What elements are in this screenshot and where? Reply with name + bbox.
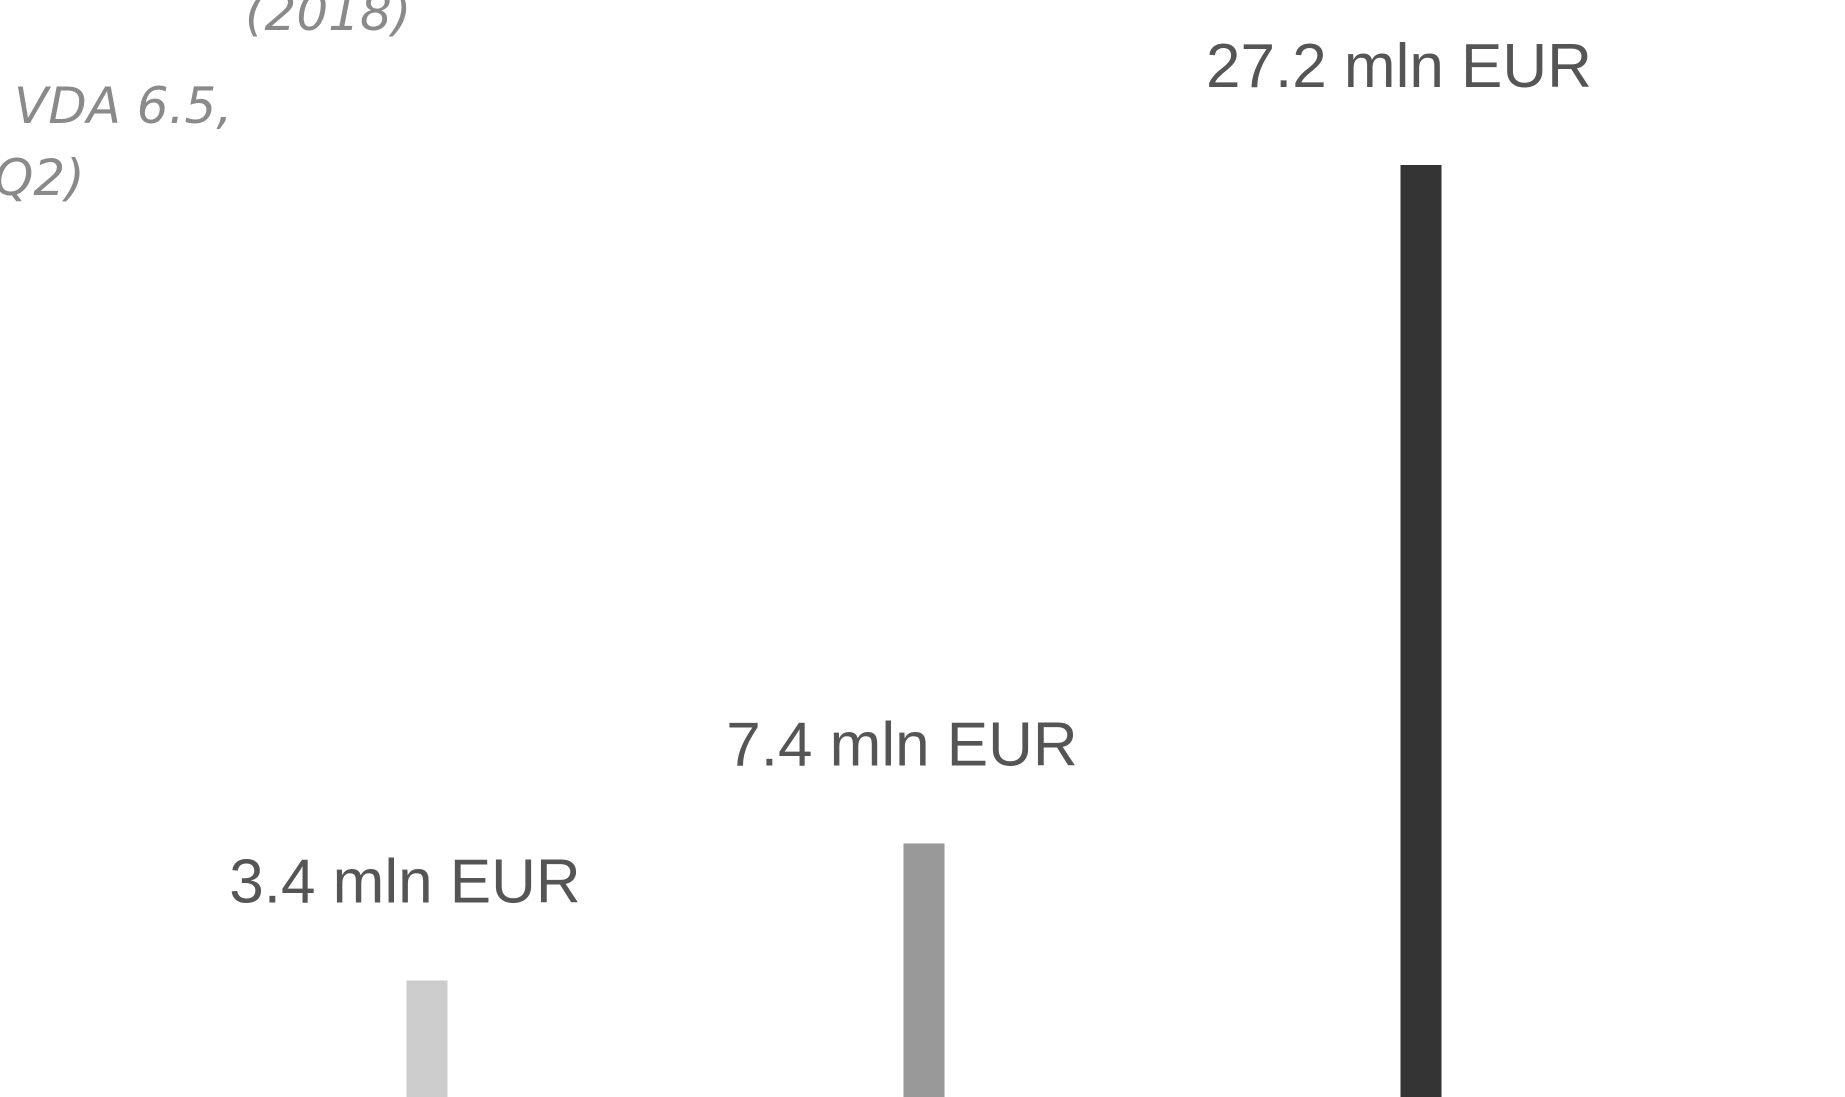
bars-layer: [406, 165, 1442, 1097]
data-label-2: 7.4 mln EUR: [726, 710, 1077, 779]
note-q2: Q2): [0, 149, 85, 207]
note-vda: VDA 6.5,: [14, 77, 232, 135]
bar-3: [1400, 165, 1442, 1097]
data-labels-layer: 3.4 mln EUR 7.4 mln EUR 27.2 mln EUR: [229, 32, 1592, 917]
bar-1: [406, 980, 448, 1097]
note-year: (2018): [245, 0, 411, 42]
bar-2: [903, 843, 945, 1097]
data-label-3: 27.2 mln EUR: [1206, 32, 1592, 101]
data-label-1: 3.4 mln EUR: [229, 848, 580, 917]
